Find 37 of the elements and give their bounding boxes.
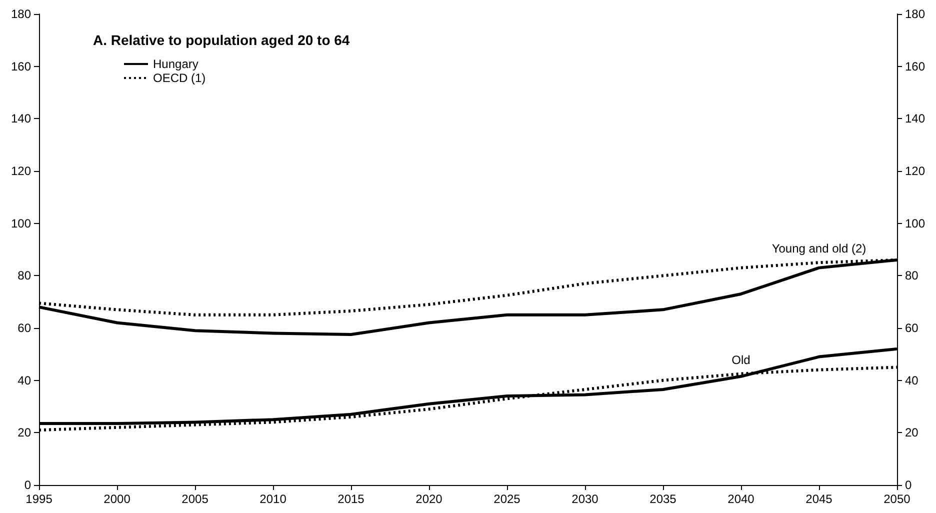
x-tick-label: 2000 xyxy=(104,492,131,506)
x-tick-label: 2050 xyxy=(884,492,911,506)
x-tick-label: 2030 xyxy=(572,492,599,506)
y-tick-label: 40 xyxy=(18,373,32,388)
x-tick-label: 2015 xyxy=(338,492,365,506)
y-tick-label: 20 xyxy=(18,426,32,440)
x-tick-label: 1995 xyxy=(26,492,53,506)
y-tick-label: 120 xyxy=(10,164,32,178)
y2-tick-label: 80 xyxy=(904,268,919,283)
annotation: Young and old (2) xyxy=(772,242,866,256)
x-tick-label: 2040 xyxy=(728,492,755,506)
text: A. Relative to population aged 20 to 64 xyxy=(93,32,350,48)
y2-tick-label: 100 xyxy=(904,216,926,230)
x-tick-label: 2045 xyxy=(806,492,833,506)
x-tick-label: 2010 xyxy=(260,492,287,506)
y2-tick-label: 140 xyxy=(904,112,926,126)
y2-tick-label: 180 xyxy=(904,7,926,21)
annotation: Old xyxy=(732,352,750,367)
y2-tick-label: 40 xyxy=(904,373,919,388)
x-tick-label: 2005 xyxy=(182,492,209,506)
y-tick-label: 60 xyxy=(18,321,32,335)
legend-label: Hungary xyxy=(153,57,198,71)
y-tick-label: 160 xyxy=(10,59,32,74)
legend-label: OECD (1) xyxy=(153,71,206,85)
y-tick-label: 100 xyxy=(10,216,32,230)
x-tick-label: 2025 xyxy=(494,492,521,506)
x-tick-label: 2020 xyxy=(416,492,443,506)
y2-tick-label: 0 xyxy=(904,478,912,492)
y2-tick-label: 120 xyxy=(904,164,926,178)
y-tick-label: 140 xyxy=(10,112,32,126)
y2-tick-label: 160 xyxy=(904,59,926,74)
y-tick-label: 80 xyxy=(18,268,32,283)
y-tick-label: 180 xyxy=(10,7,32,21)
y-tick-label: 0 xyxy=(24,478,32,492)
y2-tick-label: 20 xyxy=(904,426,919,440)
y2-tick-label: 60 xyxy=(904,321,919,335)
x-tick-label: 2035 xyxy=(650,492,677,506)
